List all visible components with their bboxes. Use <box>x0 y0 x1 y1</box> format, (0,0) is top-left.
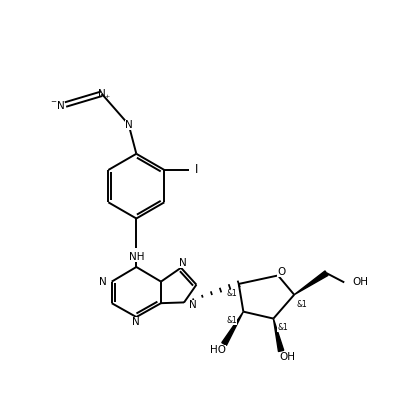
Text: N: N <box>98 276 106 287</box>
Text: NH: NH <box>129 252 144 262</box>
Text: $^{-}$N: $^{-}$N <box>50 99 66 110</box>
Text: N: N <box>98 89 106 99</box>
Polygon shape <box>273 319 284 352</box>
Text: &1: &1 <box>277 323 288 332</box>
Text: O: O <box>277 267 285 276</box>
Text: N: N <box>132 317 140 328</box>
Text: I: I <box>195 164 198 176</box>
Text: OH: OH <box>279 352 295 362</box>
Text: OH: OH <box>352 277 368 288</box>
Polygon shape <box>222 312 243 345</box>
Text: N: N <box>189 301 196 310</box>
Text: &1: &1 <box>226 316 237 325</box>
Text: &1: &1 <box>296 300 307 309</box>
Text: &1: &1 <box>226 290 237 299</box>
Text: N: N <box>125 119 132 130</box>
Text: N: N <box>179 258 186 268</box>
Polygon shape <box>294 271 328 295</box>
Text: HO: HO <box>210 345 226 355</box>
Text: $^{+}$: $^{+}$ <box>104 93 111 102</box>
